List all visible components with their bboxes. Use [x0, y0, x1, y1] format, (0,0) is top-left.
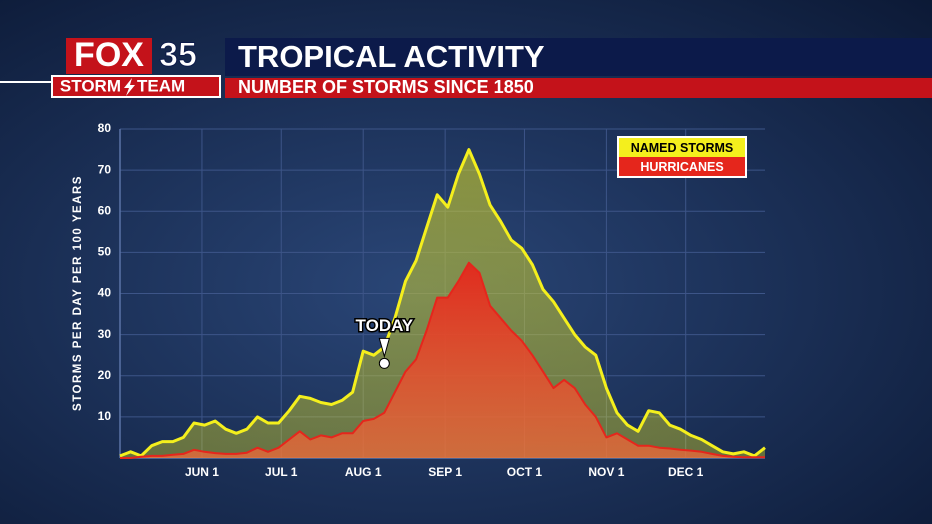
legend-label: HURRICANES	[640, 160, 723, 174]
team-left: STORM	[60, 76, 121, 95]
x-tick-label: OCT 1	[507, 465, 543, 479]
annotation-arrow	[378, 337, 391, 359]
annotation-text: TODAY	[356, 316, 414, 335]
y-tick-label: 30	[98, 327, 112, 341]
logo: FOX 35 STORM TEAM	[51, 35, 221, 98]
team-right: TEAM	[137, 76, 185, 95]
x-tick-label: NOV 1	[588, 465, 624, 479]
y-tick-label: 50	[98, 245, 112, 259]
y-tick-label: 60	[98, 203, 112, 217]
x-tick-label: DEC 1	[668, 465, 704, 479]
annotation-point	[378, 357, 390, 369]
legend-swatch	[619, 138, 745, 157]
lightning-icon	[124, 78, 135, 96]
x-tick-label: JUN 1	[185, 465, 219, 479]
legend-label: NAMED STORMS	[631, 141, 734, 155]
x-tick-label: SEP 1	[428, 465, 462, 479]
logo-brand: FOX	[74, 36, 144, 74]
y-tick-label: 10	[98, 409, 112, 423]
line	[119, 148, 766, 458]
y-tick-label: 20	[98, 368, 112, 382]
y-tick-label: 40	[98, 286, 112, 300]
chart-subtitle: NUMBER OF STORMS SINCE 1850	[238, 77, 534, 97]
chart-title: TROPICAL ACTIVITY	[238, 39, 545, 74]
y-tick-label: 80	[98, 121, 112, 135]
logo-number: 35	[159, 36, 197, 74]
x-tick-label: AUG 1	[345, 465, 382, 479]
x-tick-label: JUL 1	[265, 465, 298, 479]
y-tick-label: 70	[98, 162, 112, 176]
y-axis-label: STORMS PER DAY PER 100 YEARS	[72, 175, 84, 411]
area	[120, 262, 765, 458]
title-bar	[225, 38, 932, 76]
plot: 10 20 30 40 50 60 70 80 JUN 1 JUL 1 AUG 1 SEP 1 OCT …	[98, 121, 766, 479]
line	[120, 261, 765, 459]
logo-box	[66, 38, 152, 74]
legend-swatch	[619, 157, 745, 176]
team-box	[51, 75, 221, 98]
subtitle-bar	[225, 78, 932, 98]
